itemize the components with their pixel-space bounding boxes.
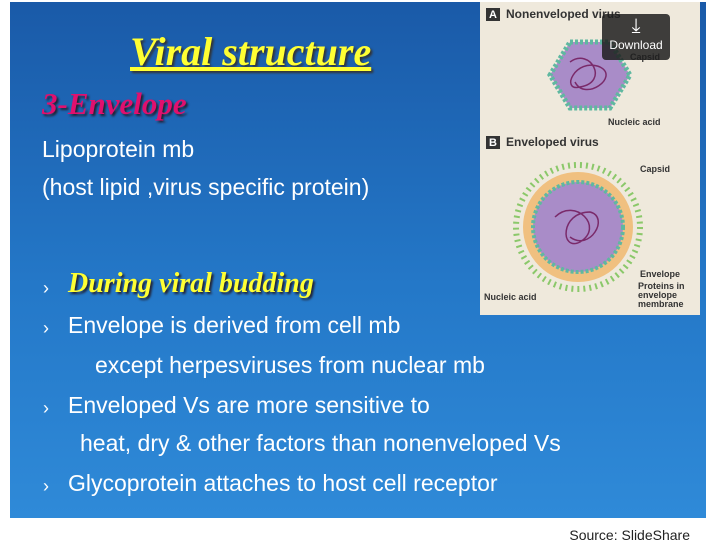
download-icon: ⤓ (631, 15, 641, 37)
intro-line: Lipoprotein mb (42, 136, 195, 162)
bullet-continuation: heat, dry & other factors than nonenvelo… (80, 430, 561, 456)
bullet-continuation: except herpesviruses from nuclear mb (95, 352, 485, 378)
source-note: Source: SlideShare (569, 527, 690, 543)
bullet-marker: › (43, 318, 49, 338)
slide: Viral structure 3-Envelope Lipoprotein m… (10, 2, 706, 518)
download-button[interactable]: ⤓ Download (602, 14, 670, 60)
bullet-text: Glycoprotein attaches to host cell recep… (68, 470, 498, 496)
figure-label: Envelope (640, 269, 680, 279)
figure-label: Capsid (640, 164, 670, 174)
panel-letter-box (486, 8, 500, 21)
bullet-text: During viral budding (68, 268, 314, 299)
panel-letter: A (489, 9, 497, 21)
envelope-proteins (513, 162, 643, 292)
capsid (531, 180, 625, 274)
panel-letter: B (489, 137, 497, 149)
panel-title: Enveloped virus (506, 135, 599, 149)
bullet-marker: › (43, 398, 49, 418)
nucleic-acid (569, 57, 607, 91)
figure-label: Nucleic acid (484, 292, 537, 302)
panel-title: Nonenveloped virus (506, 7, 621, 21)
intro-line: (host lipid ,virus specific protein) (42, 174, 370, 200)
download-label: Download (609, 38, 663, 52)
slide-title: Viral structure (130, 29, 372, 74)
figure-label-wrap: Proteins in envelope membrane (638, 282, 685, 309)
figure-drawing: A Nonenveloped virus Capsid Nucleic acid… (484, 7, 685, 309)
figure-label: Nucleic acid (608, 117, 661, 127)
bullet-marker: › (43, 278, 49, 298)
slide-subtitle: 3-Envelope (42, 86, 187, 121)
bullet-text: Enveloped Vs are more sensitive to (68, 392, 430, 418)
bullet-text: Envelope is derived from cell mb (68, 312, 401, 338)
bullet-marker: › (43, 476, 49, 496)
figure-label: Proteins in envelope membrane (638, 282, 685, 309)
nucleic-acid (554, 209, 600, 245)
panel-letter-box (486, 136, 500, 149)
